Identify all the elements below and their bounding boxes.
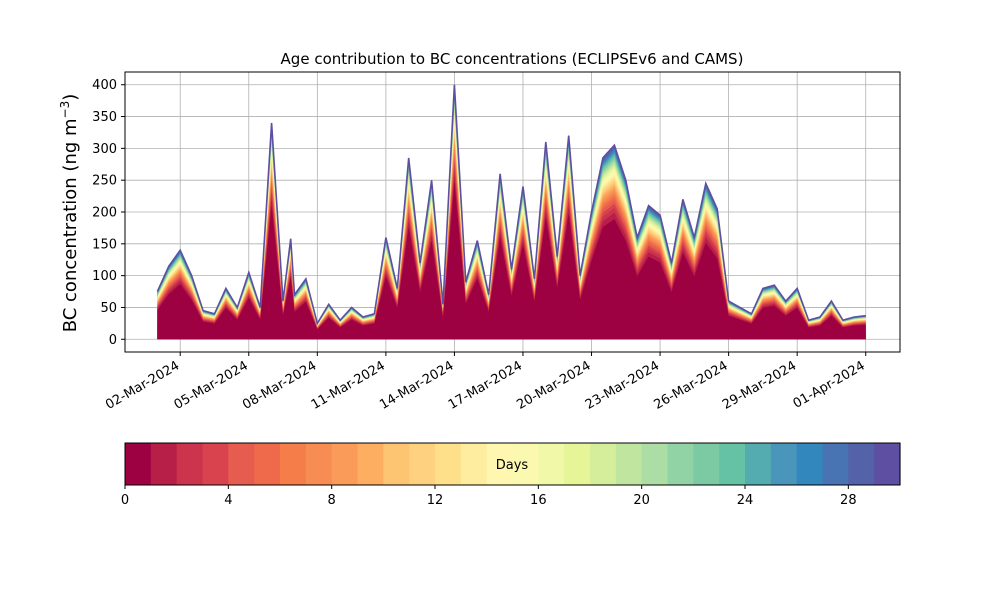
- colorbar-tick-label: 24: [737, 493, 754, 508]
- colorbar-segment: [486, 443, 514, 485]
- y-tick-label: 300: [92, 142, 117, 157]
- colorbar-segment: [357, 443, 384, 485]
- x-tick-label: 01-Apr-2024: [791, 358, 868, 411]
- x-tick-label: 20-Mar-2024: [514, 358, 593, 412]
- x-axis-ticks: 02-Mar-202405-Mar-202408-Mar-202411-Mar-…: [103, 352, 868, 413]
- colorbar-tick-label: 20: [633, 493, 650, 508]
- y-axis-label-superscript: −3: [58, 101, 72, 119]
- colorbar-segment: [538, 443, 565, 485]
- y-tick-label: 250: [92, 174, 117, 189]
- x-tick-label: 08-Mar-2024: [240, 358, 319, 412]
- colorbar-segment: [228, 443, 255, 485]
- colorbar-ticks: 0 4 8 12 16 20 24 28: [121, 485, 857, 508]
- y-tick-label: 50: [100, 301, 117, 316]
- age-band-area-young: [157, 250, 866, 340]
- colorbar-segment: [667, 443, 694, 485]
- colorbar-segment: [770, 443, 798, 485]
- chart-title: Age contribution to BC concentrations (E…: [281, 50, 744, 68]
- age-stack-areas: [157, 84, 866, 340]
- x-tick-label: 05-Mar-2024: [172, 358, 251, 412]
- y-axis-label-text: BC concentration (ng m: [60, 118, 81, 332]
- colorbar-segment: [719, 443, 746, 485]
- colorbar-tick-label: 8: [328, 493, 336, 508]
- colorbar-frame: [124, 442, 901, 486]
- colorbar-segment: [615, 443, 643, 485]
- colorbar-tick-label: 12: [427, 493, 444, 508]
- colorbar-segment: [693, 443, 720, 485]
- total-outline: [156, 84, 866, 326]
- colorbar-segment: [150, 443, 178, 485]
- colorbar-segment: [305, 443, 333, 485]
- x-tick-label: 23-Mar-2024: [583, 358, 662, 412]
- total-concentration-outline: [156, 84, 866, 326]
- x-tick-label: 29-Mar-2024: [720, 358, 799, 412]
- colorbar-segment: [435, 443, 462, 485]
- x-tick-label: 02-Mar-2024: [103, 358, 182, 412]
- colorbar-segment: [796, 443, 824, 485]
- x-tick-label: 11-Mar-2024: [309, 358, 388, 412]
- colorbar: Days 0 4 8 12 16 20 24 28: [121, 442, 901, 508]
- colorbar-segment: [822, 443, 849, 485]
- colorbar-segment: [254, 443, 281, 485]
- colorbar-segment: [176, 443, 204, 485]
- colorbar-segment: [409, 443, 436, 485]
- colorbar-tick-label: 16: [530, 493, 547, 508]
- colorbar-label: Days: [496, 458, 529, 473]
- colorbar-segment: [874, 443, 901, 485]
- colorbar-segment: [460, 443, 488, 485]
- y-axis-label-close: ): [60, 94, 81, 101]
- colorbar-segment: [512, 443, 539, 485]
- y-tick-label: 350: [92, 110, 117, 125]
- y-tick-label: 100: [92, 269, 117, 284]
- y-axis-label: BC concentration (ng m−3): [58, 94, 81, 333]
- colorbar-tick-label: 28: [840, 493, 857, 508]
- colorbar-segment: [745, 443, 772, 485]
- colorbar-segment: [202, 443, 229, 485]
- y-tick-label: 150: [92, 237, 117, 252]
- x-tick-label: 17-Mar-2024: [446, 358, 525, 412]
- plot-area: 0 50 100 150 200 250 300 350 400 02-Mar-202405-M…: [92, 71, 901, 413]
- y-tick-label: 200: [92, 206, 117, 221]
- x-tick-label: 26-Mar-2024: [651, 358, 730, 412]
- x-tick-label: 14-Mar-2024: [377, 358, 456, 412]
- colorbar-segment: [564, 443, 591, 485]
- y-tick-label: 400: [92, 78, 117, 93]
- colorbar-segment: [641, 443, 669, 485]
- colorbar-segments: [125, 443, 901, 485]
- colorbar-segment: [590, 443, 617, 485]
- colorbar-segment: [848, 443, 875, 485]
- colorbar-tick-label: 4: [224, 493, 232, 508]
- colorbar-segment: [125, 443, 152, 485]
- colorbar-segment: [383, 443, 410, 485]
- y-tick-label: 0: [109, 333, 117, 348]
- colorbar-tick-label: 0: [121, 493, 129, 508]
- y-axis-ticks: 0 50 100 150 200 250 300 350 400: [92, 78, 125, 348]
- colorbar-segment: [331, 443, 359, 485]
- colorbar-segment: [280, 443, 307, 485]
